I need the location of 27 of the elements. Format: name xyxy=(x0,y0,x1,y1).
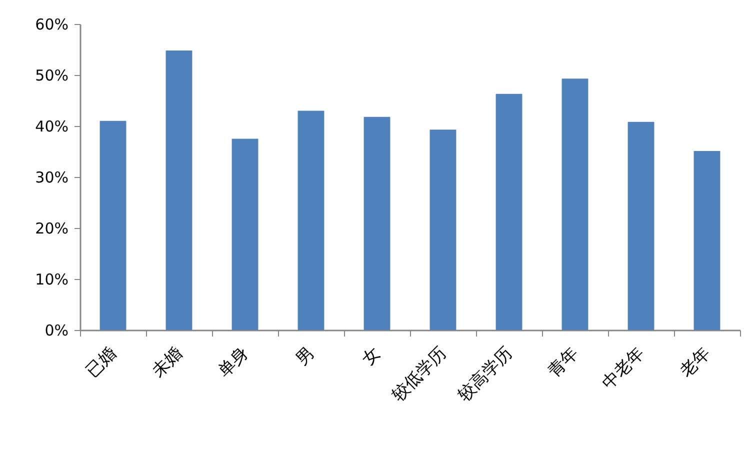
x-tick-label: 较高学历 xyxy=(454,343,516,405)
y-tick-label: 50% xyxy=(35,66,68,84)
bar xyxy=(562,78,588,330)
x-tick-label: 中老年 xyxy=(598,343,648,393)
x-tick-label: 青年 xyxy=(544,343,582,381)
bar xyxy=(298,110,324,330)
y-tick-label: 0% xyxy=(44,322,68,340)
y-tick-label: 60% xyxy=(35,16,68,34)
y-tick-label: 40% xyxy=(35,118,68,136)
bar xyxy=(100,120,126,330)
bar xyxy=(430,130,456,330)
x-tick-label: 已婚 xyxy=(82,343,120,381)
x-tick-label: 老年 xyxy=(676,343,714,381)
y-tick-label: 10% xyxy=(35,270,68,288)
x-tick-label: 女 xyxy=(358,343,384,369)
x-tick-label: 未婚 xyxy=(148,343,186,381)
bar xyxy=(232,138,258,330)
bar xyxy=(694,150,720,330)
bar xyxy=(496,94,522,330)
y-tick-label: 30% xyxy=(35,168,68,186)
x-tick-label: 较低学历 xyxy=(388,343,450,405)
bar xyxy=(628,122,654,330)
bar xyxy=(166,50,192,330)
y-tick-label: 20% xyxy=(35,220,68,238)
bar xyxy=(364,116,390,330)
x-tick-label: 男 xyxy=(292,343,318,369)
x-tick-label: 单身 xyxy=(214,343,252,381)
